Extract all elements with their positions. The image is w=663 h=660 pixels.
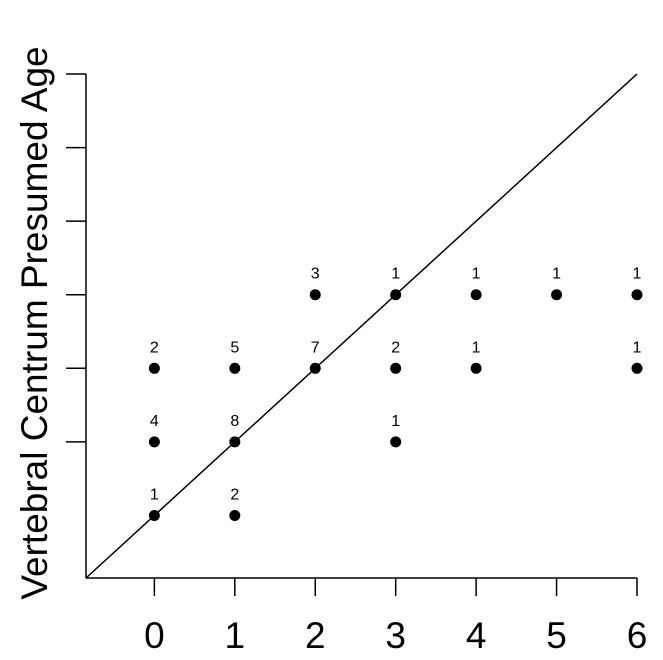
ticks: 0 1 2 3 4 5 6 — [66, 73, 648, 656]
point-count-label: 2 — [230, 486, 239, 503]
point-count-label: 2 — [391, 339, 400, 356]
data-point — [229, 509, 241, 521]
data-point — [148, 362, 160, 374]
axes — [85, 74, 637, 579]
point-count-label: 7 — [311, 339, 320, 356]
point-count-label: 3 — [311, 266, 320, 283]
point-count-label: 1 — [472, 266, 481, 283]
labels-layer: 1 4 2 2 8 5 7 3 1 2 1 1 1 1 1 1 — [150, 266, 642, 504]
x-tick-label: 5 — [546, 615, 567, 656]
reference-line-y-equals-x — [85, 73, 638, 579]
data-point — [148, 436, 160, 448]
data-point — [309, 362, 321, 374]
y-axis-label: Vertebral Centrum Presumed Age — [14, 46, 55, 599]
data-point — [309, 289, 321, 301]
x-tick-label: 6 — [627, 615, 648, 656]
point-count-label: 1 — [391, 413, 400, 430]
data-point — [390, 436, 402, 448]
data-point — [148, 509, 160, 521]
point-count-label: 1 — [633, 266, 642, 283]
point-count-label: 1 — [150, 486, 159, 503]
data-point — [390, 289, 402, 301]
points-layer — [148, 289, 643, 521]
point-count-label: 1 — [552, 266, 561, 283]
x-tick-label: 3 — [385, 615, 406, 656]
point-count-label: 1 — [633, 339, 642, 356]
data-point — [229, 436, 241, 448]
reference-line-layer — [85, 73, 638, 579]
x-tick-label: 0 — [144, 615, 165, 656]
data-point — [470, 289, 482, 301]
data-point — [631, 362, 643, 374]
data-point — [390, 362, 402, 374]
point-count-label: 5 — [230, 339, 239, 356]
point-count-label: 1 — [472, 339, 481, 356]
point-count-label: 2 — [150, 339, 159, 356]
point-count-label: 8 — [230, 413, 239, 430]
x-tick-label: 1 — [225, 615, 246, 656]
data-point — [631, 289, 643, 301]
point-count-label: 1 — [391, 266, 400, 283]
x-tick-label: 2 — [305, 615, 326, 656]
data-point — [551, 289, 563, 301]
data-point — [229, 362, 241, 374]
x-tick-label: 4 — [466, 615, 487, 656]
data-point — [470, 362, 482, 374]
point-count-label: 4 — [150, 413, 159, 430]
